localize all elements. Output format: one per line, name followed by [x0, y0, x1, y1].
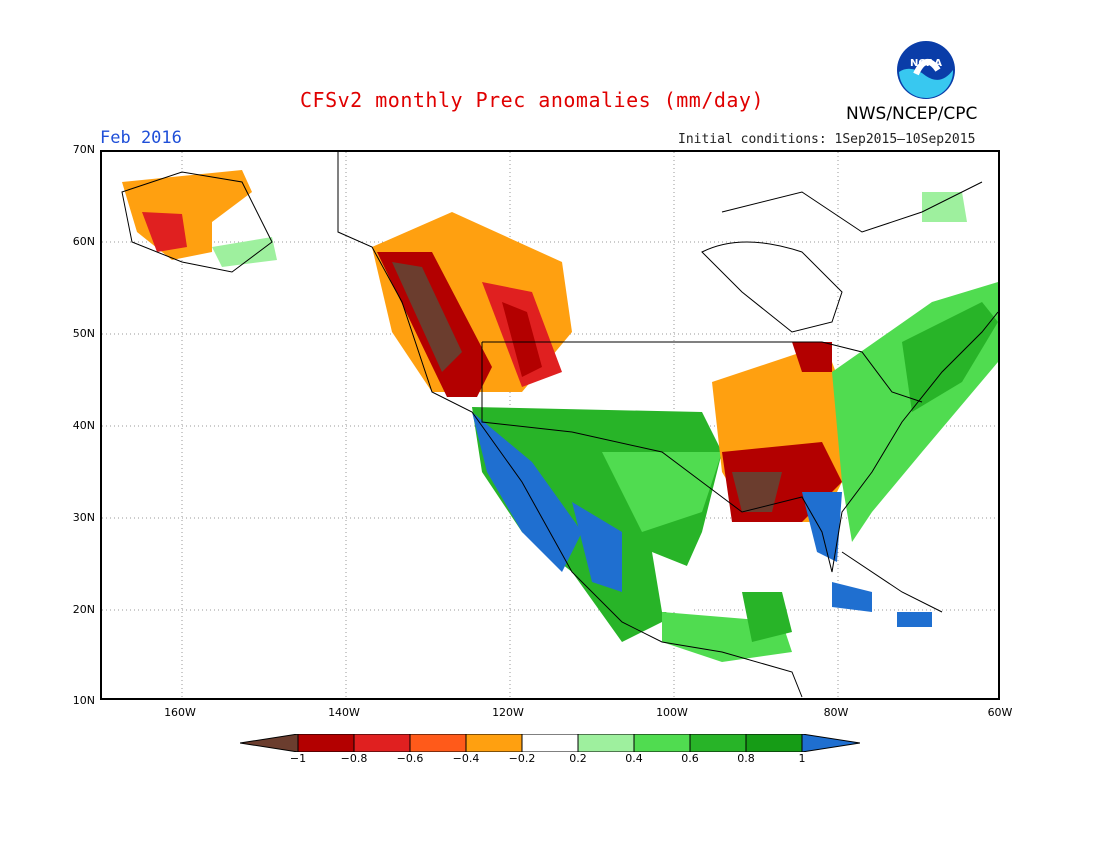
lat-label: 50N: [72, 327, 95, 340]
lon-label: 140W: [328, 706, 360, 719]
logo-text: NOAA: [910, 58, 942, 69]
lat-label: 40N: [72, 419, 95, 432]
lon-label: 160W: [164, 706, 196, 719]
lon-label: 60W: [987, 706, 1013, 719]
colorbar-label: −0.4: [452, 752, 480, 765]
map-panel: [100, 150, 1000, 700]
org-label: NWS/NCEP/CPC: [846, 104, 978, 124]
colorbar-label: −1: [289, 752, 307, 765]
anomaly-shading: [122, 170, 998, 662]
colorbar-label: 1: [798, 752, 806, 765]
colorbar-label: −0.8: [340, 752, 368, 765]
colorbar-label: 0.6: [681, 752, 699, 765]
lat-label: 60N: [72, 235, 95, 248]
lat-label: 70N: [72, 143, 95, 156]
colorbar-label: −0.6: [396, 752, 424, 765]
map-title: CFSv2 monthly Prec anomalies (mm/day): [300, 88, 765, 112]
noaa-logo-icon: NOAA: [897, 41, 955, 99]
lon-label: 100W: [656, 706, 688, 719]
forecast-period: Feb 2016: [100, 128, 182, 148]
lat-label: 10N: [72, 694, 95, 707]
lat-label: 30N: [72, 511, 95, 524]
initial-conditions: Initial conditions: 1Sep2015–10Sep2015: [678, 132, 976, 147]
coastlines: [121, 152, 998, 698]
colorbar: [240, 734, 860, 752]
colorbar-label: 0.8: [737, 752, 755, 765]
lat-label: 20N: [72, 603, 95, 616]
colorbar-label: 0.4: [625, 752, 643, 765]
lon-label: 80W: [823, 706, 849, 719]
anomaly-map: [102, 152, 998, 698]
lon-label: 120W: [492, 706, 524, 719]
colorbar-label: −0.2: [508, 752, 536, 765]
colorbar-label: 0.2: [569, 752, 587, 765]
